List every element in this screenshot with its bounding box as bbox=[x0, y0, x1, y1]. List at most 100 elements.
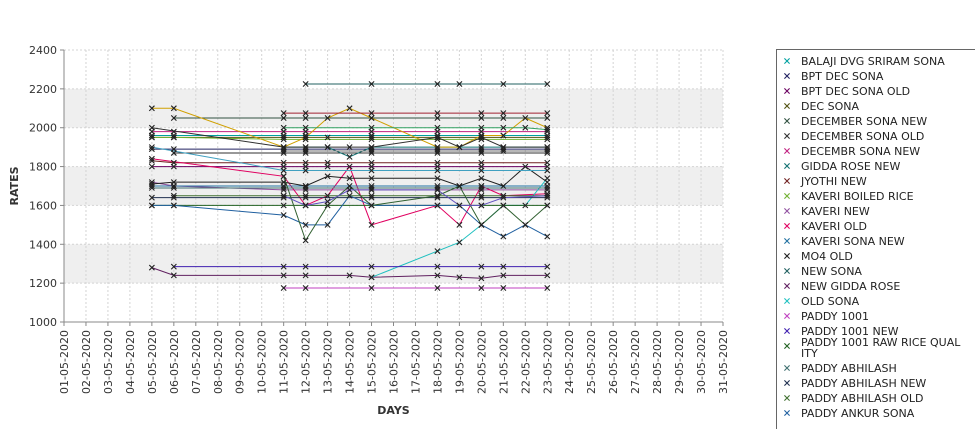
data-point-marker bbox=[170, 194, 177, 201]
data-point-marker bbox=[280, 184, 287, 191]
data-point-marker bbox=[434, 110, 441, 117]
data-point-marker bbox=[456, 81, 463, 87]
data-point-marker bbox=[280, 263, 287, 270]
data-point-marker bbox=[544, 192, 551, 199]
data-point-marker bbox=[544, 285, 551, 291]
data-point-marker bbox=[324, 134, 331, 141]
data-point-marker bbox=[302, 115, 309, 121]
data-point-marker bbox=[434, 263, 441, 270]
y-tick-label: 1600 bbox=[29, 199, 57, 212]
data-point-marker bbox=[544, 148, 551, 155]
data-point-marker bbox=[456, 183, 463, 189]
data-point-marker bbox=[544, 81, 551, 87]
data-point-marker bbox=[148, 202, 155, 209]
legend-label: PADDY ABHILASH OLD bbox=[801, 392, 924, 405]
legend-label: MO4 OLD bbox=[801, 250, 853, 263]
data-point-marker bbox=[544, 134, 551, 141]
data-point-marker bbox=[544, 149, 551, 156]
data-point-marker bbox=[784, 380, 790, 386]
data-point-marker bbox=[148, 157, 155, 164]
series-markers bbox=[148, 81, 551, 291]
data-point-marker bbox=[784, 328, 790, 334]
data-point-marker bbox=[784, 103, 790, 109]
legend-label: BALAJI DVG SRIRAM SONA bbox=[801, 55, 945, 68]
data-point-marker bbox=[544, 194, 551, 201]
data-point-marker bbox=[784, 283, 790, 289]
legend-label: DECEMBER SONA NEW bbox=[801, 115, 927, 128]
data-point-marker bbox=[500, 81, 507, 87]
y-tick-labels: 1000 1200 1400 1600 1800 2000 2200 2400 bbox=[29, 44, 57, 329]
data-point-marker bbox=[280, 124, 287, 131]
data-point-marker bbox=[478, 132, 485, 139]
legend-label: GIDDA ROSE NEW bbox=[801, 160, 900, 173]
data-point-marker bbox=[368, 110, 375, 117]
data-point-marker bbox=[368, 263, 375, 270]
data-point-marker bbox=[784, 253, 790, 259]
data-point-marker bbox=[500, 124, 507, 131]
data-point-marker bbox=[544, 136, 551, 143]
legend-label: KAVERI BOILED RICE bbox=[801, 190, 914, 203]
data-point-marker bbox=[346, 175, 353, 182]
x-tick-label: 21-05-2020 bbox=[497, 330, 510, 394]
data-point-marker bbox=[434, 81, 441, 87]
data-point-marker bbox=[148, 183, 155, 189]
data-point-marker bbox=[544, 124, 551, 131]
data-point-marker bbox=[478, 183, 485, 189]
data-point-marker bbox=[784, 238, 790, 244]
data-point-marker bbox=[280, 134, 287, 141]
data-point-marker bbox=[478, 134, 485, 141]
data-point-marker bbox=[784, 193, 790, 199]
data-point-marker bbox=[368, 186, 375, 193]
data-point-marker bbox=[784, 208, 790, 214]
data-point-marker bbox=[456, 221, 463, 228]
legend-label: PADDY ANKUR SONA bbox=[801, 407, 915, 420]
series-line bbox=[283, 189, 548, 206]
data-point-marker bbox=[368, 124, 375, 131]
data-point-marker bbox=[148, 163, 155, 170]
data-point-marker bbox=[346, 186, 353, 193]
data-point-marker bbox=[456, 144, 463, 151]
data-point-marker bbox=[148, 124, 155, 131]
data-point-marker bbox=[434, 202, 441, 209]
data-point-marker bbox=[544, 159, 551, 166]
data-point-marker bbox=[500, 110, 507, 117]
data-point-marker bbox=[368, 167, 375, 174]
data-point-marker bbox=[302, 124, 309, 131]
data-point-marker bbox=[324, 115, 331, 121]
legend-label: KAVERI SONA NEW bbox=[801, 235, 905, 248]
data-point-marker bbox=[434, 285, 441, 291]
data-point-marker bbox=[368, 192, 375, 199]
data-point-marker bbox=[784, 395, 790, 401]
data-point-marker bbox=[302, 285, 309, 291]
series-line bbox=[283, 127, 548, 131]
data-point-marker bbox=[170, 192, 177, 199]
data-point-marker bbox=[784, 223, 790, 229]
data-point-marker bbox=[544, 263, 551, 270]
data-point-marker bbox=[302, 194, 309, 201]
data-point-marker bbox=[302, 134, 309, 141]
y-tick-label: 1200 bbox=[29, 277, 57, 290]
data-point-marker bbox=[346, 192, 353, 199]
data-point-marker bbox=[368, 221, 375, 228]
data-point-marker bbox=[522, 202, 529, 209]
data-point-marker bbox=[784, 58, 790, 64]
legend-label: PADDY 1001 RAW RICE QUAL ITY bbox=[801, 336, 961, 360]
data-point-marker bbox=[302, 81, 309, 87]
data-point-marker bbox=[434, 134, 441, 141]
data-point-marker bbox=[148, 155, 155, 162]
data-point-marker bbox=[346, 163, 353, 170]
data-point-marker bbox=[280, 159, 287, 166]
data-point-marker bbox=[324, 221, 331, 228]
data-point-marker bbox=[302, 159, 309, 166]
data-point-marker bbox=[478, 148, 485, 155]
y-tick-label: 1800 bbox=[29, 161, 57, 174]
data-point-marker bbox=[302, 110, 309, 117]
data-point-marker bbox=[478, 167, 485, 174]
data-point-marker bbox=[500, 263, 507, 270]
data-point-marker bbox=[478, 263, 485, 270]
data-point-marker bbox=[434, 148, 441, 155]
legend-label: NEW GIDDA ROSE bbox=[801, 280, 900, 293]
data-point-marker bbox=[170, 134, 177, 141]
axes bbox=[60, 49, 724, 326]
data-point-marker bbox=[170, 179, 177, 186]
